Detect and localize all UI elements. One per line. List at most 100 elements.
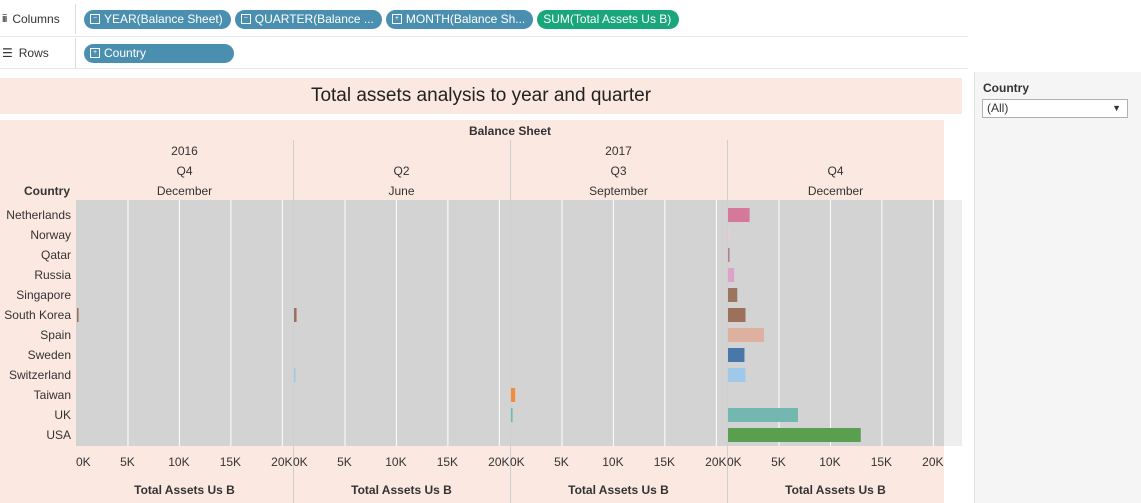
country-label: USA (46, 428, 71, 442)
x-tick-label: 10K (819, 455, 841, 469)
quarter-header: Q2 (393, 164, 410, 178)
x-tick-label: 10K (168, 455, 190, 469)
quarter-header: Q4 (827, 164, 844, 178)
rows-pill[interactable]: + Country (84, 43, 234, 63)
month-header: September (589, 184, 648, 198)
pill-label: SUM(Total Assets Us B) (543, 12, 672, 26)
pill-label: YEAR(Balance Sheet) (104, 12, 223, 26)
worksheet-title: Total assets analysis to year and quarte… (0, 78, 962, 114)
expand-toggle-icon[interactable]: + (90, 48, 100, 58)
gridline (881, 200, 883, 446)
x-tick-label: 0K (727, 455, 742, 469)
x-tick-label: 20K (488, 455, 510, 469)
bar[interactable] (294, 368, 296, 382)
bar[interactable] (728, 208, 750, 222)
country-label: Netherlands (6, 208, 71, 222)
bar[interactable] (728, 428, 861, 442)
columns-icon: iii (2, 13, 7, 25)
filter-title: Country (983, 81, 1029, 95)
rows-shelf[interactable]: ☰ Rows + Country (0, 38, 968, 68)
pill-label: QUARTER(Balance ... (254, 12, 374, 26)
pane-divider (293, 140, 294, 503)
gridline (612, 200, 614, 446)
gridline (561, 200, 563, 446)
bar-chart[interactable] (0, 72, 968, 503)
columns-pill[interactable]: − YEAR(Balance Sheet) (84, 9, 231, 29)
bar[interactable] (728, 368, 746, 382)
columns-shelf[interactable]: iii Columns − YEAR(Balance Sheet) − QUARTER… (0, 4, 968, 34)
year-header: 2017 (605, 144, 632, 158)
row-header-title: Country (24, 184, 70, 198)
bar[interactable] (511, 408, 513, 422)
gridline (178, 200, 180, 446)
shelf-divider (0, 36, 968, 37)
country-label: Qatar (40, 248, 71, 262)
columns-pill[interactable]: SUM(Total Assets Us B) (537, 9, 680, 29)
bar[interactable] (511, 388, 516, 402)
group-header: Balance Sheet (468, 124, 552, 138)
x-axis-title: Total Assets Us B (785, 483, 886, 497)
x-tick-label: 15K (653, 455, 676, 469)
shelf-divider (0, 68, 968, 69)
gridline (829, 200, 831, 446)
gridline (932, 200, 934, 446)
expand-toggle-icon[interactable]: − (240, 14, 251, 24)
x-tick-label: 10K (385, 455, 407, 469)
country-label: Sweden (27, 348, 71, 362)
gridline (281, 200, 283, 446)
bar[interactable] (728, 328, 765, 342)
x-tick-label: 5K (554, 455, 569, 469)
gridline (230, 200, 232, 446)
gridline (344, 200, 346, 446)
country-label: Spain (40, 328, 71, 342)
columns-shelf-label: iii Columns (0, 4, 76, 34)
gridline (498, 200, 500, 446)
quarter-header: Q3 (610, 164, 627, 178)
columns-pill[interactable]: − QUARTER(Balance ... (234, 9, 382, 29)
x-tick-label: 0K (76, 455, 91, 469)
pane-divider (727, 140, 728, 503)
country-label: South Korea (4, 308, 71, 322)
pane-divider (510, 140, 511, 503)
bar[interactable] (728, 228, 730, 242)
bar[interactable] (294, 308, 297, 322)
rows-icon: ☰ (2, 46, 13, 60)
x-axis-title: Total Assets Us B (351, 483, 452, 497)
worksheet[interactable]: Total assets analysis to year and quarte… (0, 72, 968, 503)
expand-toggle-icon[interactable]: + (391, 14, 402, 24)
axis-area (0, 446, 944, 503)
filter-panel: Country (All) ▼ (974, 72, 1141, 503)
chart-labels: Q4 December 0K 5K 10K 15K 20K Total Assets Us B… (0, 72, 968, 503)
gridline (395, 200, 397, 446)
bar[interactable] (77, 308, 79, 322)
month-header: December (807, 184, 864, 198)
x-tick-label: 0K (510, 455, 525, 469)
columns-pill[interactable]: + MONTH(Balance Sh... (385, 9, 534, 29)
country-label: Singapore (16, 288, 71, 302)
country-filter-dropdown[interactable]: (All) ▼ (982, 99, 1128, 118)
expand-toggle-icon[interactable]: − (90, 14, 100, 24)
columns-pill-area[interactable]: − YEAR(Balance Sheet) − QUARTER(Balance ...… (78, 4, 968, 34)
bar[interactable] (728, 348, 745, 362)
x-tick-label: 15K (219, 455, 242, 469)
x-tick-label: 20K (922, 455, 944, 469)
quarter-header: Q4 (176, 164, 193, 178)
rows-shelf-label: ☰ Rows (0, 38, 76, 68)
bar[interactable] (728, 408, 798, 422)
bar[interactable] (728, 288, 738, 302)
year-header: 2016 (171, 144, 198, 158)
month-header: June (388, 184, 415, 198)
bar[interactable] (728, 248, 730, 262)
gridline (778, 200, 780, 446)
gridline (715, 200, 717, 446)
x-tick-label: 5K (337, 455, 352, 469)
dropdown-caret-icon: ▼ (1112, 103, 1121, 113)
x-tick-label: 10K (602, 455, 624, 469)
scrollbar-track[interactable] (944, 200, 962, 446)
country-label: Switzerland (8, 368, 71, 382)
country-label: Taiwan (33, 388, 71, 402)
rows-pill-area[interactable]: + Country (78, 38, 968, 68)
bar[interactable] (728, 308, 746, 322)
x-tick-label: 5K (120, 455, 135, 469)
bar[interactable] (728, 268, 735, 282)
